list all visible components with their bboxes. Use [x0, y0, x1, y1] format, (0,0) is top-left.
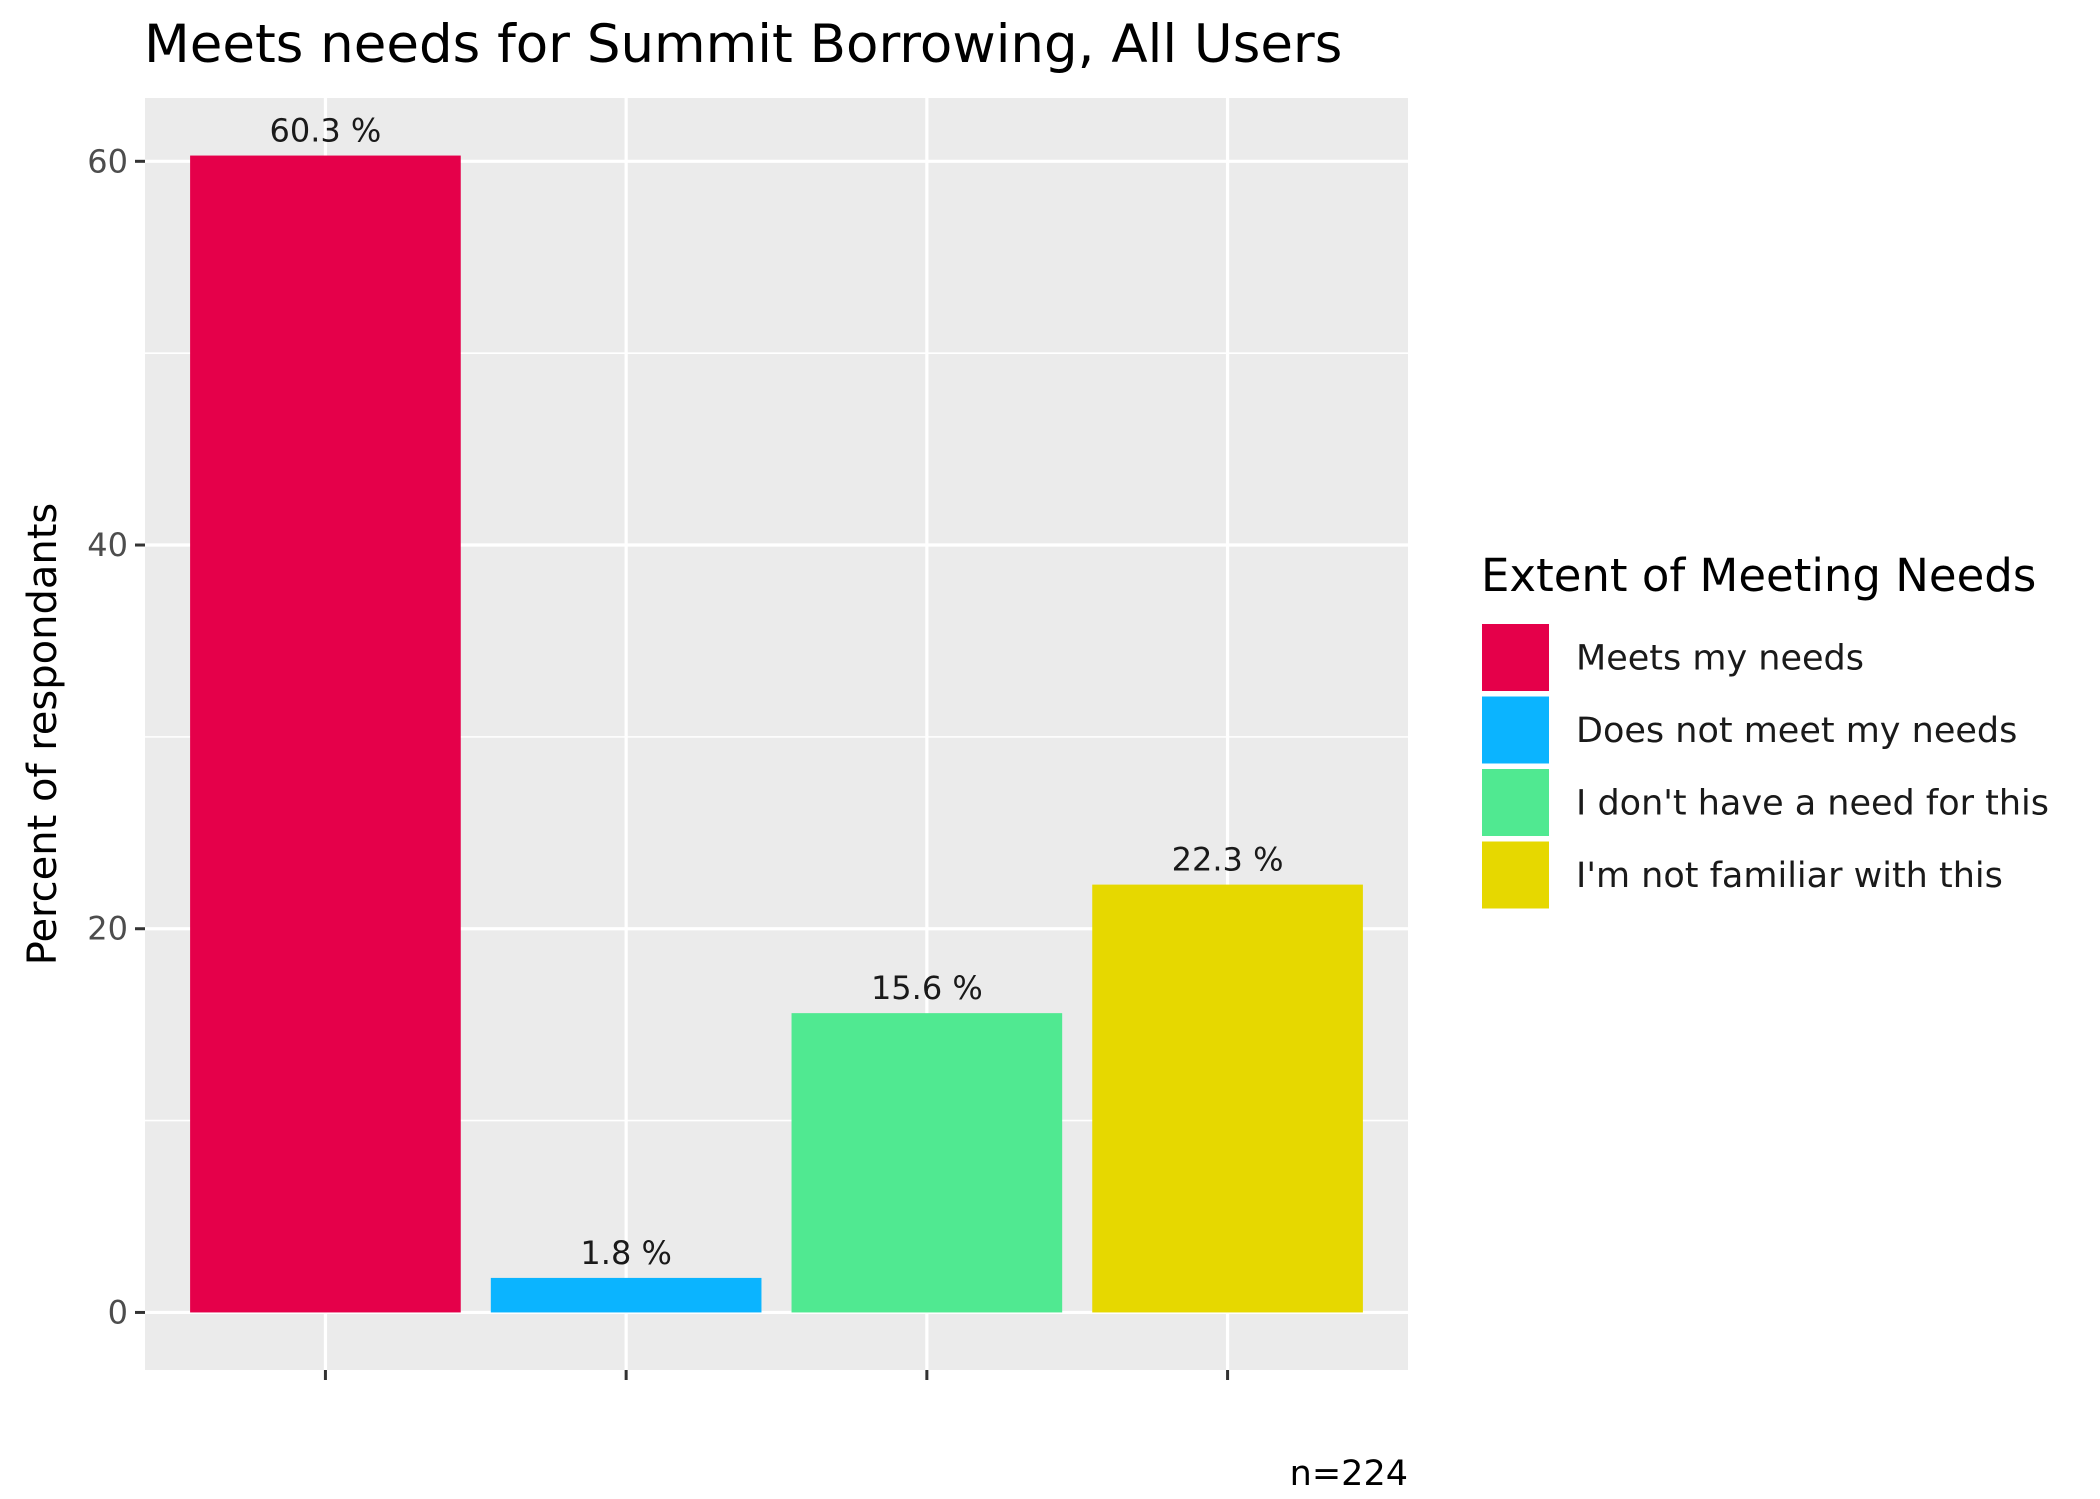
legend-key: [1480, 694, 1551, 766]
bar: [1092, 884, 1363, 1313]
y-axis-label: Percent of respondants: [20, 503, 66, 966]
legend-key: [1480, 767, 1551, 838]
bar-value-label: 22.3 %: [1172, 841, 1284, 879]
legend-label: I don't have a need for this: [1576, 784, 2049, 824]
legend-label: Meets my needs: [1576, 639, 1864, 679]
y-axis: 0 20 40 60: [87, 142, 145, 1331]
y-tick-label: 60: [87, 142, 128, 180]
bar-value-label: 15.6 %: [871, 969, 983, 1007]
legend: Extent of Meeting Needs Meets my needs Do…: [1480, 549, 2049, 911]
bars: [190, 155, 1363, 1313]
y-tick-label: 0: [108, 1293, 128, 1331]
y-tick-label: 20: [87, 910, 128, 948]
legend-title: Extent of Meeting Needs: [1481, 549, 2036, 602]
bar: [190, 155, 461, 1313]
legend-key: [1480, 622, 1551, 693]
legend-label: I'm not familiar with this: [1576, 856, 2003, 896]
bar-value-labels: 60.3 % 1.8 % 15.6 % 22.3 %: [270, 112, 1284, 1272]
x-axis: [323, 1370, 1230, 1380]
bar-value-label: 1.8 %: [580, 1234, 671, 1272]
chart-title: Meets needs for Summit Borrowing, All Us…: [144, 14, 1342, 75]
legend-key: [1480, 839, 1551, 911]
bar: [490, 1277, 762, 1313]
y-tick-label: 40: [87, 526, 128, 564]
legend-label: Does not meet my needs: [1576, 711, 2017, 751]
bar-value-label: 60.3 %: [270, 112, 382, 150]
bar: [791, 1013, 1063, 1313]
caption-sample-size: n=224: [1290, 1454, 1408, 1494]
